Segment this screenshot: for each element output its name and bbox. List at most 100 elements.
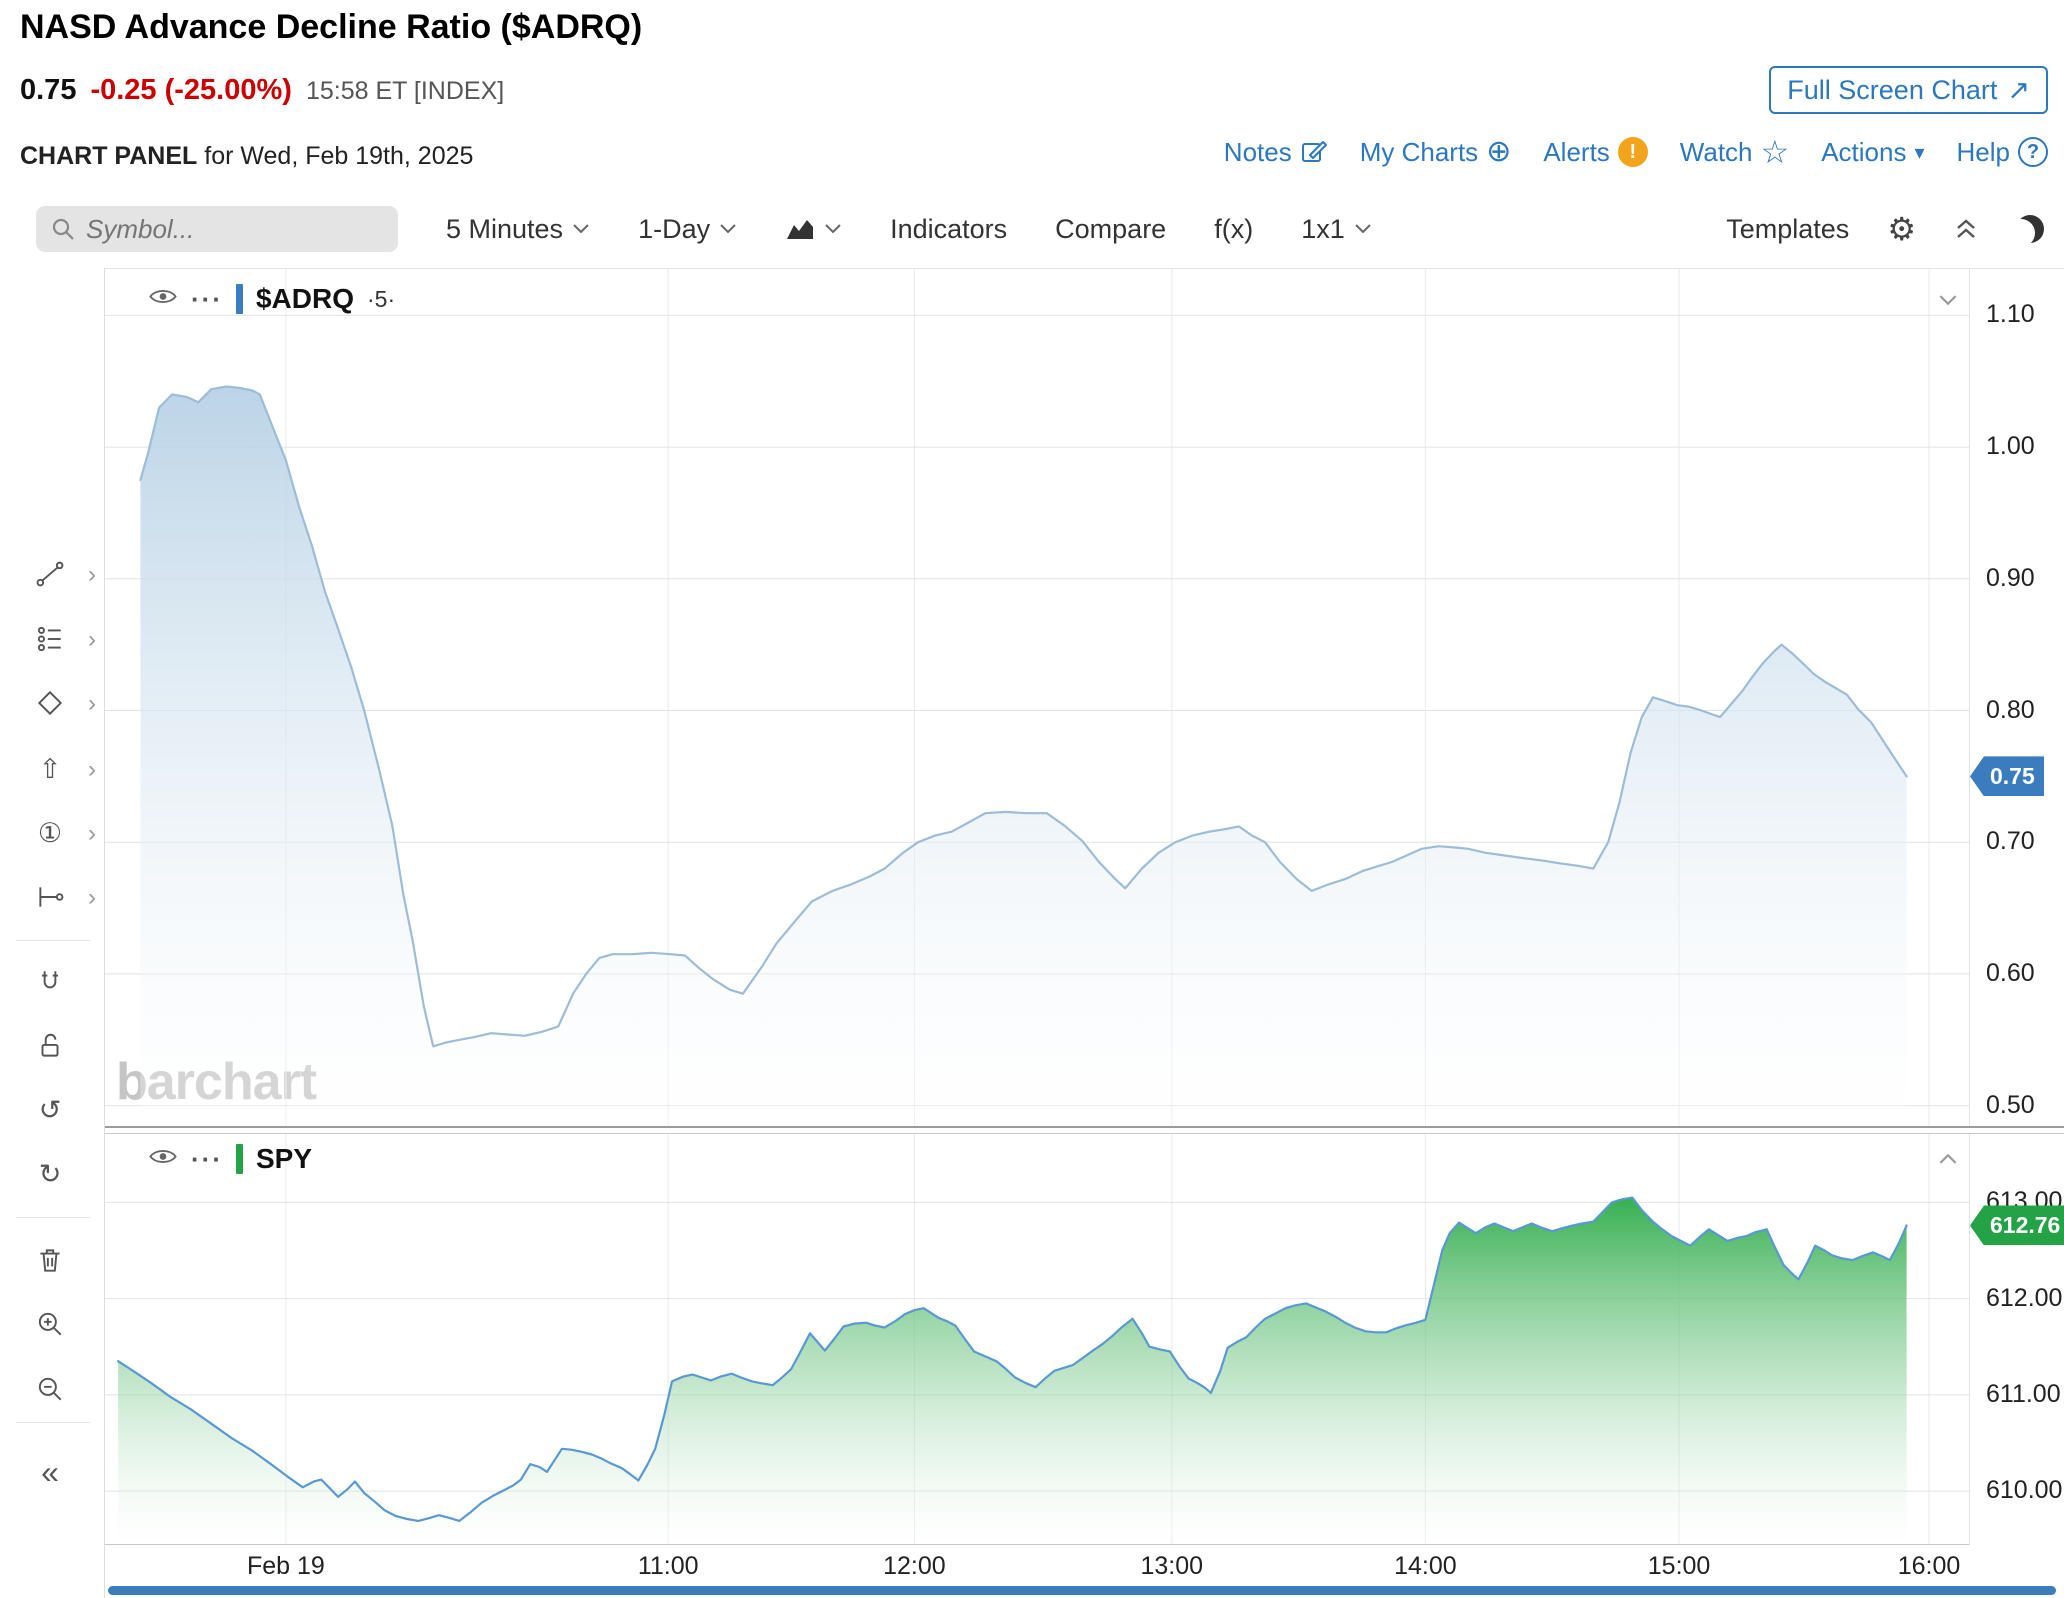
- chart-type-dropdown[interactable]: [785, 217, 842, 241]
- chart-toolbar: 5 Minutes 1-Day Indicators Compare f(x) …: [0, 196, 2064, 262]
- notes-link[interactable]: Notes: [1224, 137, 1328, 168]
- spy-pane-legend: ··· SPY: [148, 1143, 312, 1175]
- adrq-price-tag: 0.75: [1970, 756, 2044, 797]
- indicators-button[interactable]: Indicators: [890, 214, 1007, 245]
- undo-button[interactable]: ↺: [24, 1086, 76, 1134]
- help-link[interactable]: Help ?: [1957, 137, 2048, 168]
- functions-button[interactable]: f(x): [1214, 214, 1253, 245]
- functions-label: f(x): [1214, 213, 1254, 244]
- arrow-expand-arrow[interactable]: ›: [88, 756, 96, 783]
- trendline-tool-button[interactable]: [24, 550, 76, 598]
- y-axis-label: 0.50: [1986, 1090, 2035, 1119]
- annotation-expand-arrow[interactable]: ›: [88, 626, 96, 653]
- help-label: Help: [1956, 136, 2010, 167]
- chevron-up-icon: [1939, 1153, 1957, 1164]
- alerts-label: Alerts: [1543, 136, 1610, 167]
- y-axis-label: 1.00: [1986, 432, 2035, 461]
- measure-tool-button[interactable]: [24, 873, 76, 921]
- trendline-expand-arrow[interactable]: ›: [88, 561, 96, 588]
- number-expand-arrow[interactable]: ›: [88, 820, 96, 847]
- lock-tool-button[interactable]: [24, 1022, 76, 1070]
- zoom-in-button[interactable]: [24, 1300, 76, 1348]
- series-menu-icon[interactable]: ···: [191, 1143, 223, 1174]
- frequency-dropdown[interactable]: 5 Minutes: [446, 214, 590, 245]
- chart-panel-label: CHART PANEL: [20, 142, 198, 170]
- full-screen-chart-button[interactable]: Full Screen Chart ↗: [1769, 66, 2048, 114]
- range-dropdown[interactable]: 1-Day: [638, 214, 737, 245]
- alert-badge-icon: !: [1617, 137, 1648, 167]
- full-screen-chart-label: Full Screen Chart: [1787, 74, 1998, 105]
- y-axis-label: 0.60: [1986, 958, 2035, 987]
- actions-dropdown[interactable]: Actions ▾: [1821, 137, 1924, 168]
- grid-layout-dropdown[interactable]: 1x1: [1301, 214, 1372, 245]
- external-link-arrow-icon: ↗: [2007, 74, 2030, 105]
- range-label: 1-Day: [638, 213, 711, 244]
- spy-symbol-label: SPY: [255, 1143, 313, 1174]
- alerts-link[interactable]: Alerts !: [1543, 136, 1648, 168]
- symbol-search-input[interactable]: [86, 213, 366, 245]
- chart-panel-date: for Wed, Feb 19th, 2025: [197, 142, 474, 170]
- pane-resize-divider[interactable]: [105, 1126, 2064, 1134]
- compare-label: Compare: [1055, 213, 1167, 244]
- page-title: NASD Advance Decline Ratio ($ADRQ): [20, 8, 643, 46]
- collapse-sidebar-button[interactable]: «: [24, 1448, 76, 1496]
- chevron-down-icon: [1355, 224, 1371, 234]
- delete-drawings-button[interactable]: [24, 1236, 76, 1284]
- sidebar-divider: [16, 940, 90, 941]
- redo-icon: ↻: [38, 1158, 62, 1189]
- x-axis-label: 16:00: [1897, 1552, 1961, 1580]
- moon-icon: [2016, 215, 2044, 243]
- x-axis-label: 14:00: [1394, 1552, 1457, 1580]
- search-icon: [52, 218, 74, 240]
- indicators-label: Indicators: [890, 213, 1008, 244]
- my-charts-link[interactable]: My Charts ⊕: [1360, 137, 1512, 168]
- y-axis-label: 612.00: [1986, 1283, 2063, 1312]
- zoom-out-button[interactable]: [24, 1365, 76, 1413]
- chevron-down-icon: [573, 224, 589, 234]
- magnet-tool-button[interactable]: [24, 958, 76, 1006]
- chart-panel-heading: CHART PANEL for Wed, Feb 19th, 2025: [20, 142, 473, 171]
- diamond-shape-icon: [37, 690, 63, 716]
- x-axis-label: 13:00: [1140, 1552, 1204, 1580]
- star-icon: ☆: [1760, 134, 1790, 170]
- chevron-down-icon: [1939, 295, 1957, 306]
- y-axis-label: 0.70: [1986, 827, 2035, 856]
- chart-region: [0, 268, 2064, 1598]
- watch-link[interactable]: Watch ☆: [1680, 136, 1789, 168]
- notes-label: Notes: [1223, 136, 1292, 167]
- templates-button[interactable]: Templates: [1726, 214, 1849, 245]
- annotation-icon: [37, 626, 61, 652]
- series-menu-icon[interactable]: ···: [191, 283, 223, 314]
- frequency-label: 5 Minutes: [446, 213, 564, 244]
- compare-button[interactable]: Compare: [1055, 214, 1166, 245]
- grid-layout-label: 1x1: [1301, 213, 1345, 244]
- annotation-tool-button[interactable]: [24, 615, 76, 663]
- spy-pane-collapse-button[interactable]: [1938, 1152, 1958, 1170]
- adrq-price-line: [139, 385, 1908, 1048]
- trendline-icon: [36, 561, 64, 587]
- collapse-header-button[interactable]: [1954, 217, 1978, 241]
- time-scrollbar[interactable]: [108, 1586, 2056, 1595]
- visibility-eye-icon[interactable]: [148, 286, 178, 312]
- chevron-down-icon: [825, 224, 841, 234]
- redo-button[interactable]: ↻: [24, 1150, 76, 1198]
- symbol-search-box[interactable]: [36, 206, 398, 252]
- area-chart-type-icon: [787, 220, 814, 239]
- double-chevron-left-icon: «: [41, 1453, 59, 1490]
- arrow-tool-button[interactable]: ⇧: [24, 745, 76, 793]
- adrq-pane-legend: ··· $ADRQ ·5·: [148, 283, 395, 315]
- adrq-pane-collapse-button[interactable]: [1938, 294, 1958, 312]
- spy-price-tag: 612.76: [1970, 1205, 2064, 1246]
- number-annotation-tool-button[interactable]: ①: [24, 809, 76, 857]
- zoom-in-icon: [38, 1312, 62, 1336]
- adrq-interval-label: ·5·: [367, 285, 396, 312]
- measure-expand-arrow[interactable]: ›: [88, 884, 96, 911]
- my-charts-label: My Charts: [1359, 136, 1479, 167]
- help-badge-icon: ?: [2018, 137, 2048, 167]
- drawing-tools-sidebar: › › › ⇧ › ① › ›: [0, 268, 105, 1598]
- settings-button[interactable]: ⚙: [1887, 210, 1916, 248]
- shapes-tool-button[interactable]: [24, 679, 76, 727]
- visibility-eye-icon[interactable]: [148, 1146, 178, 1172]
- dark-mode-toggle[interactable]: [2016, 215, 2044, 243]
- shapes-expand-arrow[interactable]: ›: [88, 690, 96, 717]
